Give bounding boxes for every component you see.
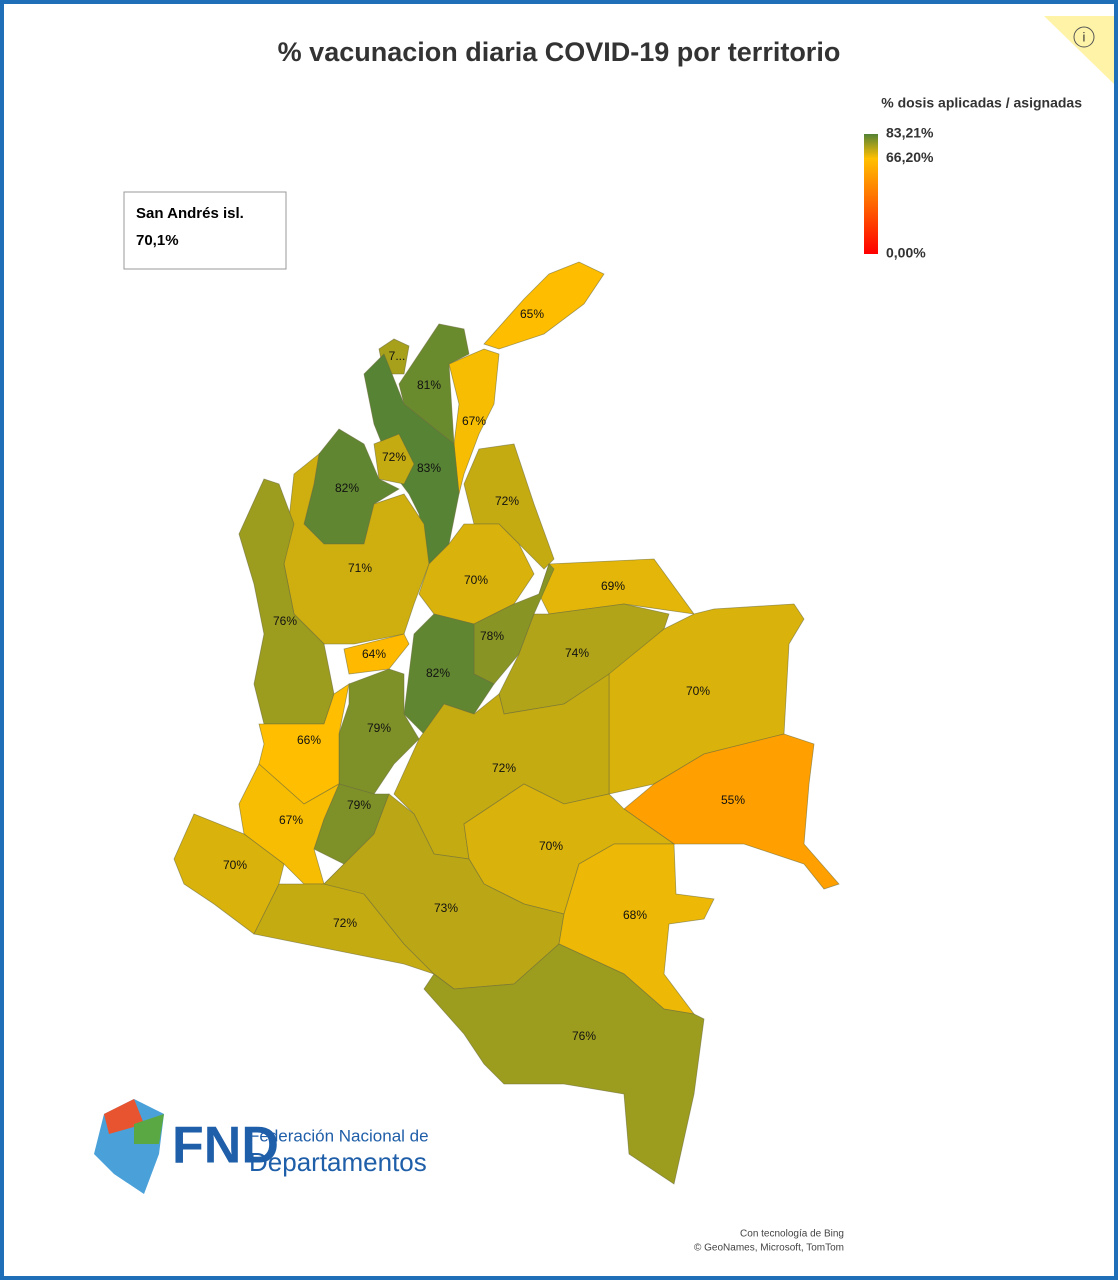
region-label: 55% (721, 793, 745, 807)
region (323, 793, 565, 990)
region (463, 443, 555, 570)
region-label: 70% (223, 858, 247, 872)
region-label: 68% (623, 908, 647, 922)
inset-value: 70,1% (136, 232, 179, 249)
region-label: 65% (520, 307, 544, 321)
region (418, 523, 535, 625)
region (423, 943, 705, 1185)
info-icon[interactable] (1073, 26, 1095, 48)
legend-bar (864, 134, 878, 254)
region-label: 70% (686, 684, 710, 698)
info-text[interactable]: i (1083, 29, 1086, 44)
map: % vacunacion diaria COVID-19 por territo… (94, 16, 1114, 1254)
logo-line2: Departamentos (249, 1147, 427, 1177)
region-label: 74% (565, 646, 589, 660)
region (373, 433, 415, 485)
region-label: 72% (495, 494, 519, 508)
region (608, 603, 805, 795)
region-label: 82% (335, 481, 359, 495)
region-label: 67% (279, 813, 303, 827)
region-label: 70% (539, 839, 563, 853)
region-label: 78% (480, 629, 504, 643)
region (338, 668, 420, 795)
region (403, 613, 495, 735)
inset-name: San Andrés isl. (136, 205, 244, 222)
region-label: 72% (382, 450, 406, 464)
region-label: 76% (572, 1029, 596, 1043)
region (623, 733, 840, 890)
info-corner (1044, 16, 1114, 84)
region-label: 72% (492, 761, 516, 775)
credit: © GeoNames, Microsoft, TomTom (694, 1243, 844, 1254)
region-label: 79% (347, 798, 371, 812)
region-label: 72% (333, 916, 357, 930)
map-title: % vacunacion diaria COVID-19 por territo… (278, 37, 841, 67)
region-label: 69% (601, 579, 625, 593)
legend-label: 66,20% (886, 149, 934, 165)
region (448, 348, 500, 495)
legend-label: 0,00% (886, 245, 926, 261)
region-label: 82% (426, 666, 450, 680)
logo-line1: Federación Nacional de (249, 1126, 429, 1145)
region-label: 73% (434, 901, 458, 915)
region (258, 683, 350, 805)
region-label: 83% (417, 461, 441, 475)
legend-label: 83,21% (886, 125, 934, 141)
logo: FND Federación Nacional de Departamentos (94, 1099, 429, 1194)
region (343, 633, 410, 675)
region-label: 7... (389, 349, 406, 363)
region (483, 261, 605, 350)
region-label: 79% (367, 721, 391, 735)
logo-short: FND (172, 1117, 279, 1175)
inset-box (123, 191, 287, 270)
legend-title: % dosis aplicadas / asignadas (881, 95, 1082, 111)
region-label: 67% (462, 414, 486, 428)
region-label: 81% (417, 378, 441, 392)
region-label: 64% (362, 647, 386, 661)
region-label: 76% (273, 614, 297, 628)
region-label: 71% (348, 561, 372, 575)
region-label: 66% (297, 733, 321, 747)
credit: Con tecnología de Bing (740, 1229, 844, 1240)
region-label: 70% (464, 573, 488, 587)
